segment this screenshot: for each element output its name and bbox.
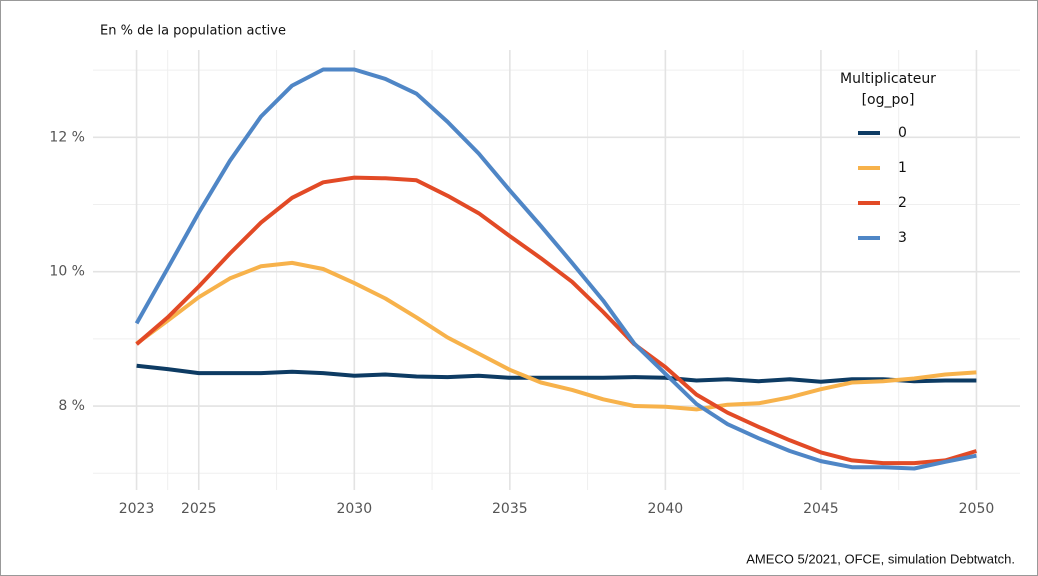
caption: AMECO 5/2021, OFCE, simulation Debtwatch… [746, 551, 1015, 566]
x-tick-label: 2030 [336, 501, 372, 517]
y-tick-label: 8 % [58, 398, 85, 414]
y-tick-label: 12 % [49, 129, 85, 145]
legend-title: [og_po] [862, 92, 915, 108]
series-line [134, 67, 977, 471]
y-tick-label: 10 % [49, 264, 85, 280]
legend-label: 3 [898, 230, 907, 246]
x-tick-label: 2050 [959, 501, 995, 517]
legend-label: 0 [898, 125, 907, 141]
lines [134, 67, 977, 471]
legend-label: 2 [898, 195, 907, 211]
series-line [136, 363, 977, 384]
subtitle: En % de la population active [100, 24, 286, 39]
x-tick-label: 2045 [803, 501, 839, 517]
series-line [135, 260, 977, 412]
series-line [135, 175, 977, 466]
legend-label: 1 [898, 160, 907, 176]
x-tick-label: 2035 [492, 501, 528, 517]
x-tick-label: 2040 [648, 501, 684, 517]
x-tick-label: 2023 [119, 501, 155, 517]
legend-title: Multiplicateur [840, 71, 936, 87]
x-tick-label: 2025 [181, 501, 217, 517]
